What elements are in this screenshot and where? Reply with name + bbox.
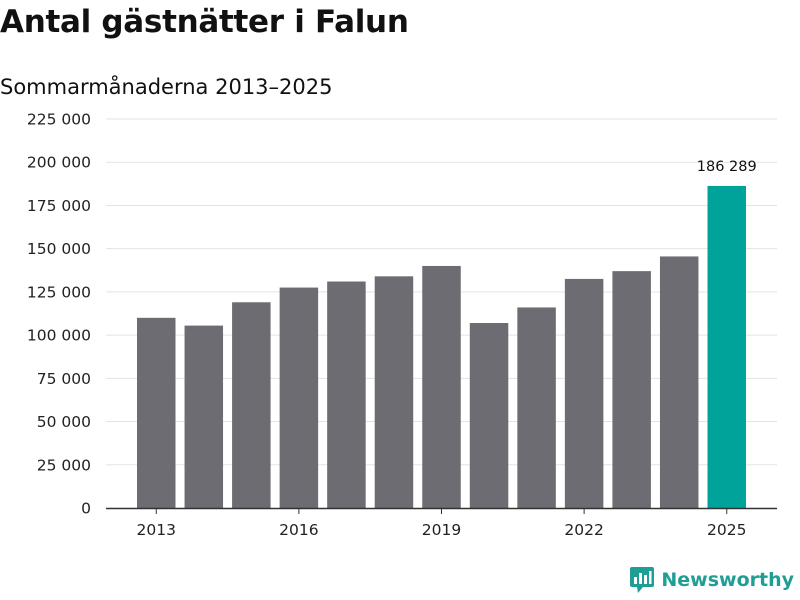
bar bbox=[279, 287, 319, 508]
bar bbox=[707, 185, 746, 509]
y-tick-label: 50 000 bbox=[37, 413, 91, 431]
x-tick-label: 2013 bbox=[137, 521, 176, 539]
newsworthy-logo-icon bbox=[630, 567, 655, 593]
bar bbox=[422, 265, 461, 508]
x-tick-label: 2019 bbox=[422, 521, 461, 539]
bar bbox=[517, 307, 556, 508]
bar bbox=[564, 278, 604, 508]
x-tick-label: 2025 bbox=[707, 521, 746, 539]
chart-subtitle: Sommarmånaderna 2013–2025 bbox=[0, 75, 333, 99]
bar bbox=[469, 323, 509, 508]
bar bbox=[327, 281, 366, 508]
y-tick-label: 100 000 bbox=[27, 327, 91, 345]
y-tick-label: 200 000 bbox=[27, 154, 91, 172]
y-tick-label: 225 000 bbox=[27, 111, 91, 129]
bar bbox=[659, 256, 699, 508]
y-tick-label: 175 000 bbox=[27, 197, 91, 215]
x-tick-label: 2022 bbox=[564, 521, 603, 539]
newsworthy-logo: Newsworthy bbox=[629, 566, 794, 594]
data-label: 186 289 bbox=[697, 159, 757, 175]
bar bbox=[374, 276, 414, 508]
bar bbox=[612, 271, 651, 508]
brand-name: Newsworthy bbox=[661, 569, 794, 591]
bar bbox=[232, 302, 271, 508]
chart-title: Antal gästnätter i Falun bbox=[0, 4, 409, 40]
bar bbox=[137, 317, 176, 508]
y-tick-label: 125 000 bbox=[27, 283, 91, 301]
x-tick-label: 2016 bbox=[279, 521, 318, 539]
y-tick-label: 0 bbox=[81, 500, 91, 518]
y-tick-label: 75 000 bbox=[37, 370, 91, 388]
y-tick-label: 150 000 bbox=[27, 240, 91, 258]
bar bbox=[184, 325, 224, 508]
y-tick-label: 25 000 bbox=[37, 456, 91, 474]
